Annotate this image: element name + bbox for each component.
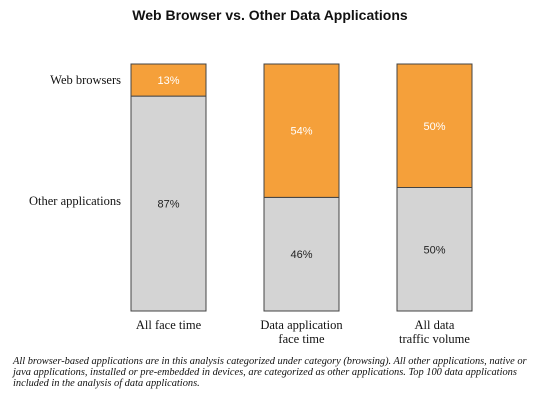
bars-layer bbox=[130, 63, 473, 312]
data-label-other-applications-2: 46% bbox=[290, 249, 312, 261]
data-label-other-applications-1: 87% bbox=[157, 199, 179, 211]
data-label-web-browsers-2: 54% bbox=[290, 126, 312, 138]
labels-layer: 87% 13% All face time 46% 54% Data applicatio… bbox=[29, 73, 470, 346]
bar-other-applications-1 bbox=[130, 95, 207, 312]
legend-web-browsers: Web browsers bbox=[50, 73, 121, 87]
category-label-1: All face time bbox=[136, 318, 202, 332]
footnote: All browser-based applications are in th… bbox=[13, 356, 527, 389]
data-label-web-browsers-3: 50% bbox=[423, 121, 445, 133]
chart-title: Web Browser vs. Other Data Applications bbox=[132, 7, 408, 23]
data-label-web-browsers-1: 13% bbox=[157, 75, 179, 87]
bar-web-browsers-2 bbox=[263, 63, 340, 198]
bar-web-browsers-3 bbox=[396, 63, 473, 188]
category-label-2: Data application face time bbox=[260, 318, 343, 346]
category-label-3: All data traffic volume bbox=[399, 318, 470, 346]
bar-web-browsers-1 bbox=[130, 63, 207, 97]
bar-other-applications-2 bbox=[263, 196, 340, 312]
data-label-other-applications-3: 50% bbox=[423, 244, 445, 256]
legend-other-applications: Other applications bbox=[29, 194, 121, 208]
